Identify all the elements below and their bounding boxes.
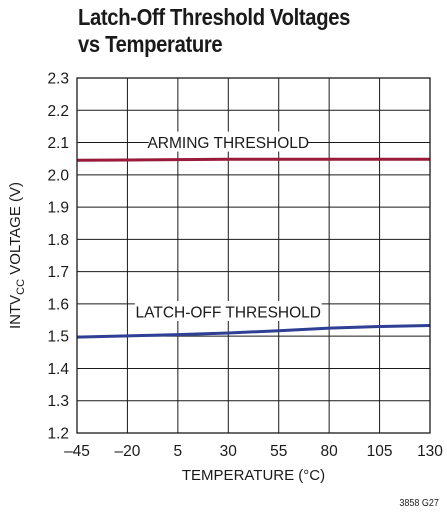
x-tick-label: –45 bbox=[64, 443, 90, 460]
grid-lines bbox=[77, 78, 430, 433]
annotation-label: LATCH-OFF THRESHOLD bbox=[136, 304, 321, 321]
y-tick-label: 1.3 bbox=[47, 393, 69, 410]
y-tick-label: 2.2 bbox=[47, 103, 69, 120]
x-tick-label: –20 bbox=[114, 443, 140, 460]
y-tick-label: 2.0 bbox=[47, 167, 69, 184]
series-lines bbox=[76, 157, 431, 339]
annotation-background bbox=[148, 131, 308, 152]
y-tick-label: 1.9 bbox=[47, 200, 69, 217]
x-tick-labels: –45 –20 5 30 55 80 105 130 bbox=[64, 443, 443, 460]
y-tick-labels: 1.2 1.3 1.4 1.5 1.6 1.7 1.8 1.9 2.0 2.1 2.2 2.3 bbox=[47, 71, 69, 443]
y-tick-label: 1.6 bbox=[47, 296, 69, 313]
chart-title: Latch-Off Threshold Voltages vs Temperat… bbox=[78, 4, 395, 58]
x-tick-label: 105 bbox=[367, 443, 393, 460]
y-tick-label: 1.7 bbox=[47, 264, 69, 281]
series-line bbox=[76, 157, 430, 162]
x-axis-label: TEMPERATURE (°C) bbox=[182, 467, 325, 484]
y-tick-label: 2.1 bbox=[47, 135, 69, 152]
y-axis-label-subscript: CC bbox=[15, 279, 27, 295]
chart-title-line-1: Latch-Off Threshold Voltages bbox=[78, 4, 351, 30]
annotation-background bbox=[134, 300, 322, 321]
x-tick-label: 5 bbox=[174, 443, 183, 460]
annotation-label: ARMING THRESHOLD bbox=[147, 135, 309, 152]
y-axis-label-main: INTV bbox=[7, 295, 24, 329]
y-tick-label: 1.5 bbox=[47, 329, 69, 346]
plot-frame bbox=[76, 77, 431, 434]
y-tick-label: 1.8 bbox=[47, 232, 69, 249]
x-tick-label: 30 bbox=[220, 443, 238, 460]
y-tick-label: 2.3 bbox=[47, 71, 69, 88]
chart-title-line-2: vs Temperature bbox=[78, 31, 223, 57]
figure-id: 3858 G27 bbox=[399, 498, 439, 509]
x-tick-label: 130 bbox=[417, 443, 443, 460]
series-line bbox=[76, 324, 431, 339]
x-tick-label: 80 bbox=[321, 443, 339, 460]
y-axis-label-suffix: VOLTAGE (V) bbox=[7, 182, 24, 279]
annotations: ARMING THRESHOLD LATCH-OFF THRESHOLD bbox=[134, 131, 322, 321]
y-axis-label: INTVCC VOLTAGE (V) bbox=[7, 182, 27, 329]
y-tick-label: 1.4 bbox=[47, 361, 69, 378]
x-tick-label: 55 bbox=[270, 443, 287, 460]
y-tick-label: 1.2 bbox=[47, 426, 69, 443]
